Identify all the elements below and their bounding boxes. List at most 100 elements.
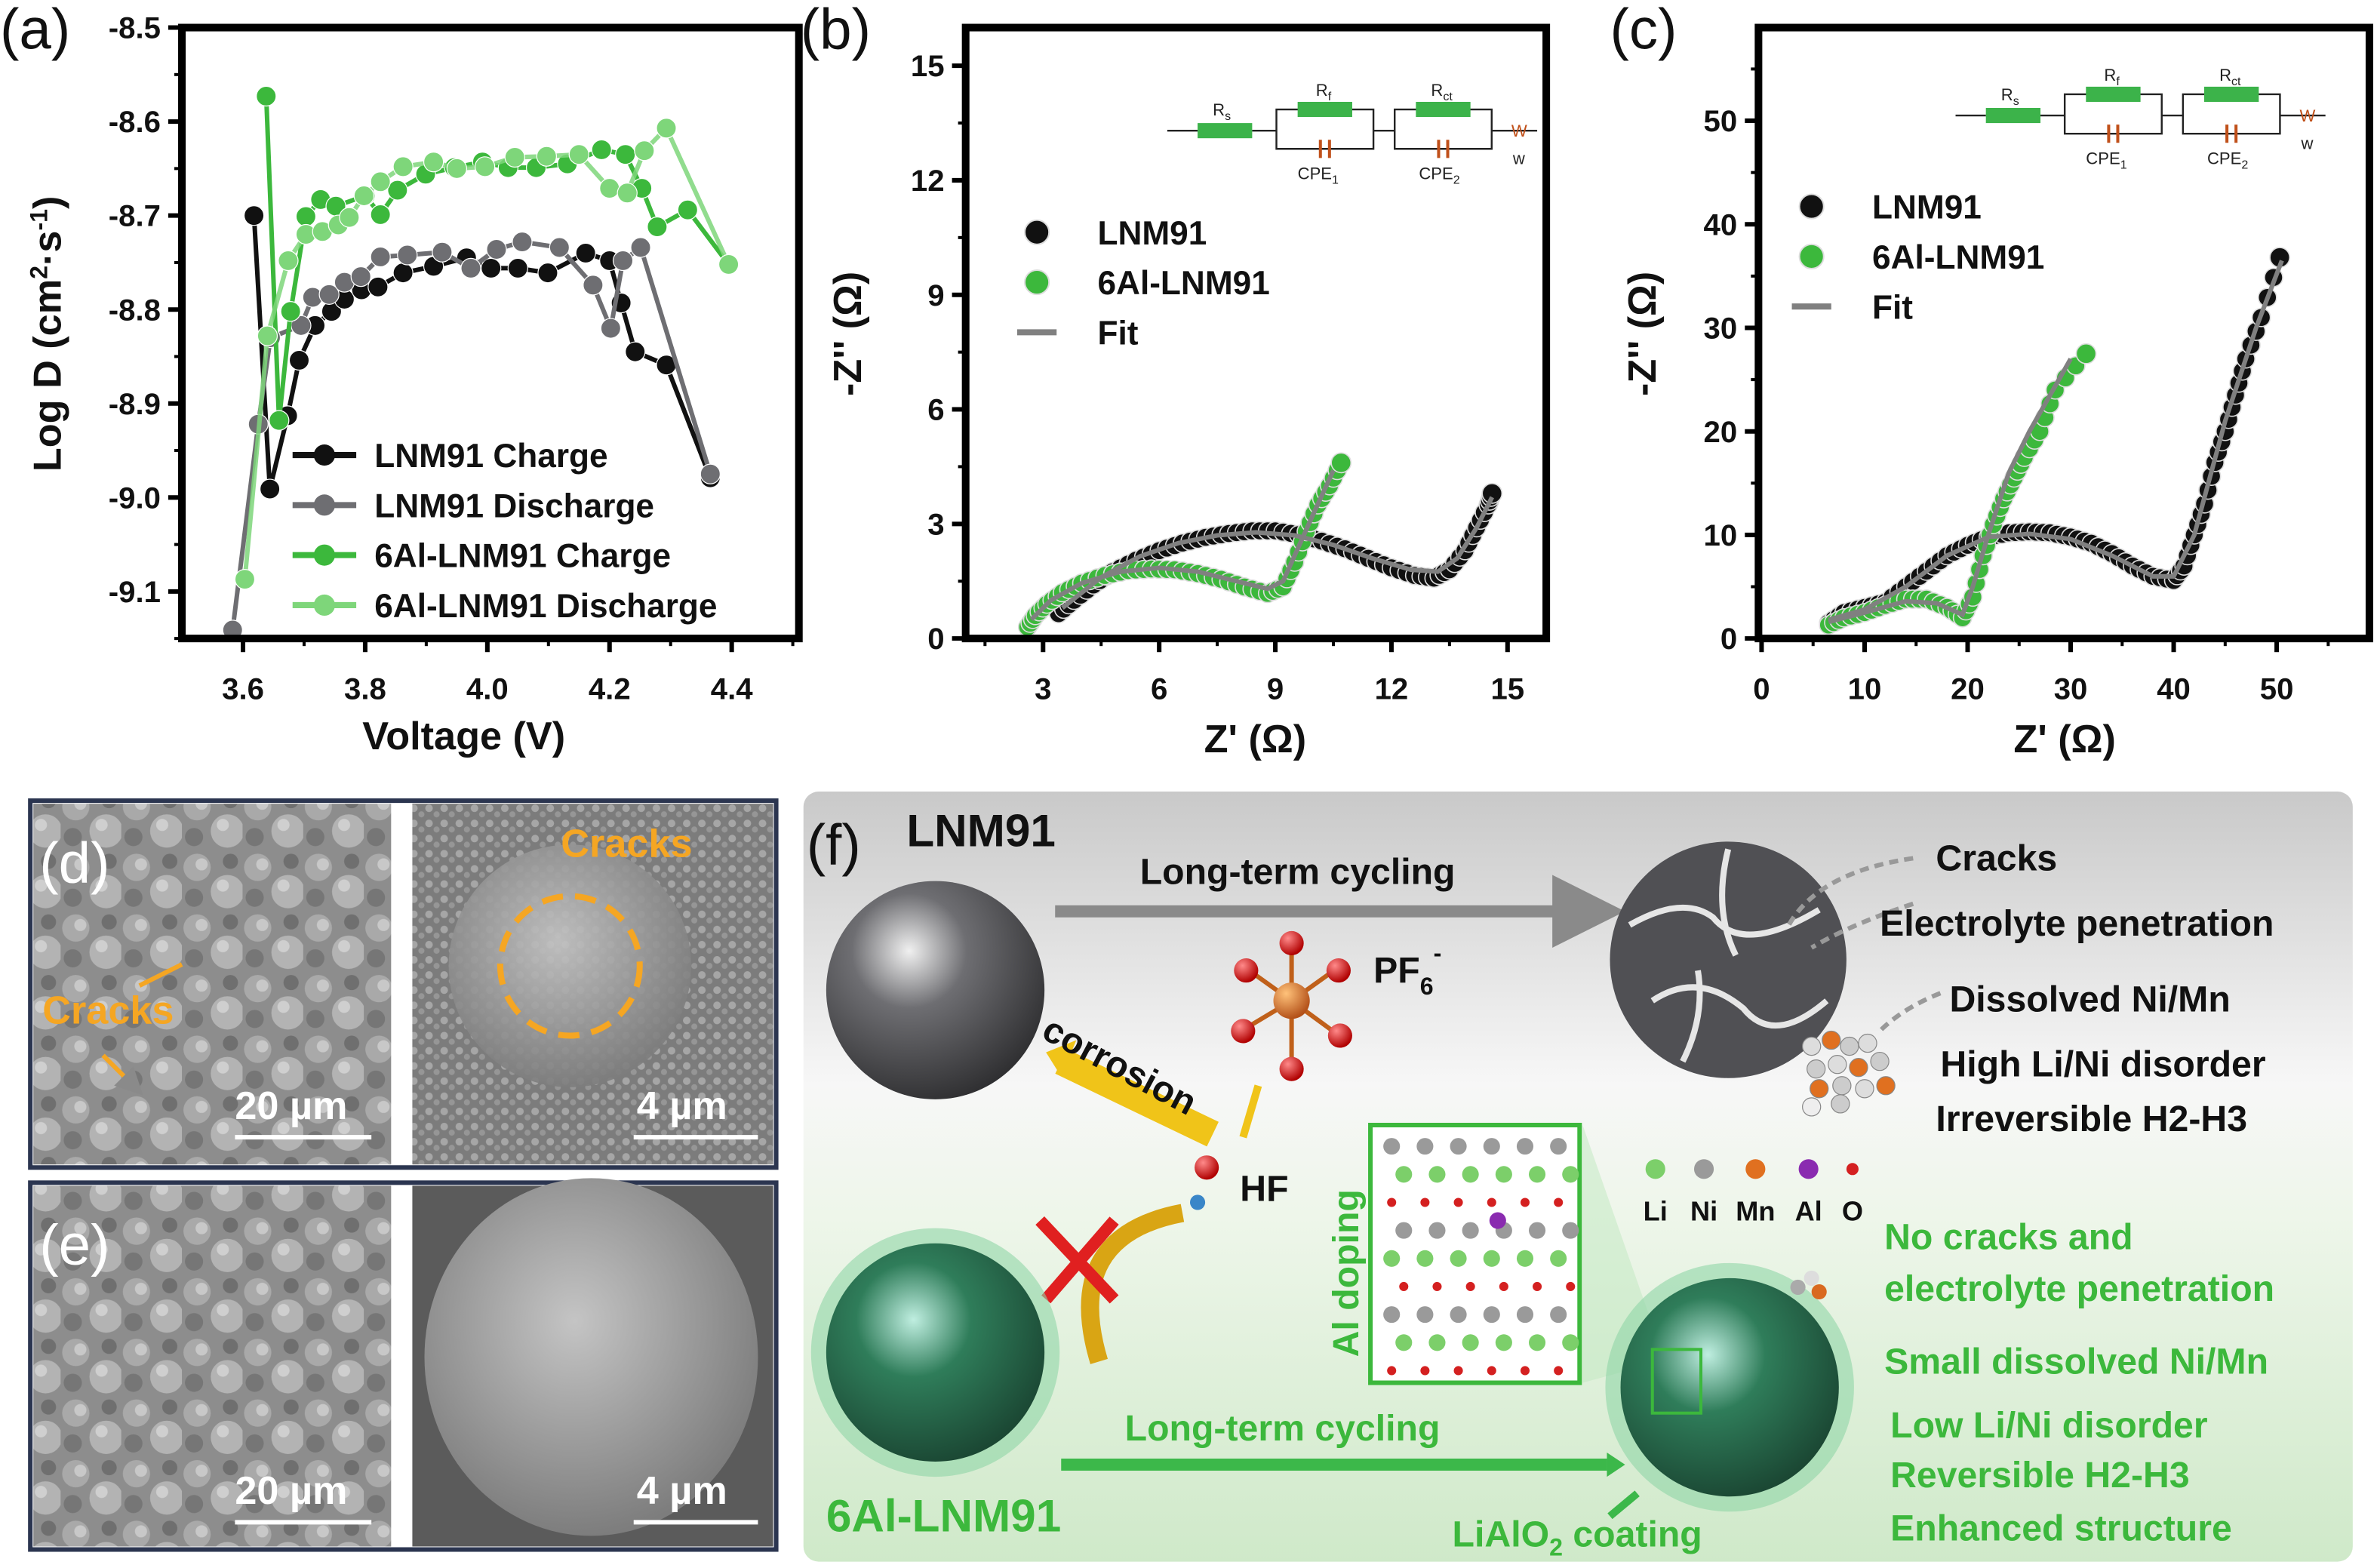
warburg-symbol: W (1511, 121, 1527, 140)
subscript: 1 (2120, 158, 2127, 171)
y-axis-label-c: -Z'' (Ω) (1621, 272, 1665, 396)
data-point (617, 183, 638, 204)
resistor-rct (2203, 86, 2259, 102)
legend-label: LNM91 (1097, 215, 1207, 252)
lattice-atom (1453, 1366, 1463, 1376)
degradation-item: Irreversible H2-H3 (1936, 1099, 2247, 1139)
legend-label: LNM91 Discharge (374, 487, 654, 524)
subscript: 2 (1453, 173, 1460, 186)
al-doping-label: Al doping (1326, 1189, 1367, 1357)
x-tick-label: 40 (2157, 672, 2191, 706)
lattice-atom (1483, 1250, 1500, 1267)
crack-highlight-circle (497, 893, 643, 1039)
lattice-atom (1554, 1366, 1564, 1376)
data-point (367, 276, 389, 297)
x-tick-label: 12 (1375, 672, 1409, 706)
dissolved-ion (1849, 1058, 1868, 1078)
improvement-item: Low Li/Ni disorder (1890, 1405, 2208, 1446)
lattice-atom (1487, 1198, 1496, 1207)
scale-bar-label-d-left: 20 µm (235, 1084, 347, 1128)
cpe1-label: CPE1 (2086, 149, 2126, 171)
rct-label: Rct (1431, 81, 1453, 103)
data-point (278, 250, 299, 272)
dissolved-ion (1840, 1036, 1859, 1056)
dissolved-ion (1810, 1079, 1829, 1099)
x-tick-label: 4.0 (466, 672, 509, 706)
fit-line (1029, 469, 1336, 621)
y-tick-label: 15 (911, 49, 945, 83)
circuit-wires (1955, 93, 2326, 135)
data-point (536, 146, 558, 167)
data-point (630, 237, 651, 258)
al-lnm91-title: 6Al-LNM91 (826, 1490, 1061, 1541)
lattice-atom (1550, 1138, 1567, 1155)
lattice-atom (1462, 1166, 1479, 1183)
y-tick-label: 9 (927, 278, 944, 312)
y-tick-label: 0 (1720, 622, 1737, 656)
dissolved-ion (1828, 1054, 1847, 1075)
atom-legend-marker (1798, 1159, 1819, 1179)
lattice-atom (1383, 1306, 1401, 1324)
equivalent-circuit-c: Rs Rf Rct CPE1 CPE2 Ww (1955, 66, 2326, 171)
lattice-atom (1465, 1281, 1475, 1291)
y-tick-label: 3 (927, 507, 944, 541)
lattice-atom (1399, 1281, 1409, 1291)
pf6-to-hf-arrow (1239, 1084, 1262, 1139)
data-point (350, 266, 371, 287)
lattice-atom (1520, 1366, 1530, 1376)
legend-label: 6Al-LNM91 Charge (374, 538, 671, 575)
x-axis-label-a: Voltage (V) (362, 715, 565, 758)
warburg-label: w (2301, 134, 2314, 152)
lattice-atom (1495, 1166, 1512, 1183)
scale-bar-label-e-left: 20 µm (235, 1469, 347, 1513)
hf-molecule-icon (1195, 1155, 1219, 1180)
y-tick-label: -8.8 (109, 293, 161, 327)
x-tick-label: 9 (1267, 672, 1284, 706)
crack-label-d-right: Cracks (561, 822, 692, 865)
lattice-atom (1550, 1250, 1567, 1267)
dissolved-ion (1831, 1094, 1850, 1114)
atom-legend-label: Mn (1736, 1196, 1775, 1227)
cpe1-label: CPE1 (1298, 164, 1339, 186)
data-point (288, 349, 310, 371)
x-tick-label: 10 (1848, 672, 1882, 706)
data-point (243, 204, 265, 226)
lattice-atom (1450, 1306, 1467, 1324)
resistor-rs (1198, 123, 1253, 139)
data-point (370, 204, 391, 226)
legend-marker (1798, 193, 1825, 220)
lattice-atom (1550, 1306, 1567, 1324)
panel-f-schematic: (f) LNM91 Long-term cycling PF6- corrosi… (803, 792, 2353, 1562)
lattice-atom (1516, 1138, 1534, 1155)
legend-b: LNM91 6Al-LNM91 Fit (1016, 215, 1270, 352)
crack-lines (1628, 848, 1829, 1063)
data-point (2075, 343, 2097, 364)
warburg-label: w (1512, 149, 1525, 168)
data-point (591, 139, 612, 161)
data-point (397, 244, 418, 266)
lattice-atom (1499, 1281, 1508, 1291)
al-lnm91-cycled-particle (1620, 1277, 1839, 1497)
legend-marker (1024, 269, 1050, 296)
atom-legend-label: Li (1644, 1196, 1668, 1227)
degradation-item: Cracks (1936, 838, 2057, 879)
coating-arrow (1607, 1490, 1640, 1520)
improvement-item: No cracks and (1884, 1217, 2133, 1258)
lattice-atom (1483, 1138, 1500, 1155)
cycling-arrowhead-bottom (1607, 1452, 1625, 1477)
data-point (634, 140, 655, 161)
lattice-atom (1383, 1138, 1401, 1155)
data-point (537, 262, 558, 284)
lattice-atom (1529, 1334, 1546, 1351)
panel-label-a: (a) (0, 0, 70, 62)
x-tick-label: 3.8 (344, 672, 386, 706)
panel-e-frame (28, 1180, 779, 1552)
data-point (625, 341, 646, 362)
panel-label-b: (b) (801, 0, 871, 62)
y-tick-label: 0 (927, 622, 944, 656)
cycling-label-bottom: Long-term cycling (1125, 1408, 1441, 1449)
lattice-atom (1462, 1334, 1479, 1351)
subscript: ct (2231, 75, 2241, 88)
y-tick-label: -8.9 (109, 387, 161, 421)
subscript: s (2013, 94, 2019, 108)
